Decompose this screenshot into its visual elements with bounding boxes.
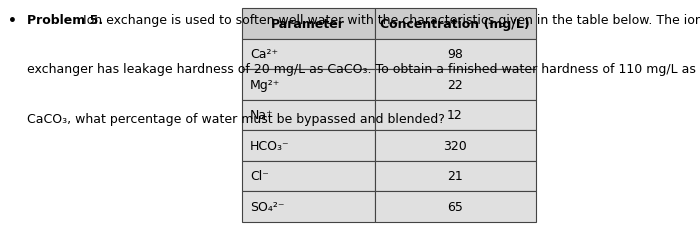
Text: 320: 320 xyxy=(443,139,467,152)
Bar xyxy=(374,161,536,191)
Bar xyxy=(241,191,374,222)
Text: •: • xyxy=(8,14,18,27)
Text: CaCO₃, what percentage of water must be bypassed and blended?: CaCO₃, what percentage of water must be … xyxy=(27,112,444,126)
Text: 21: 21 xyxy=(447,170,463,182)
Bar xyxy=(241,70,374,100)
Text: 22: 22 xyxy=(447,79,463,91)
Bar xyxy=(374,39,536,70)
Text: Ion exchange is used to soften well water with the characteristics given in the : Ion exchange is used to soften well wate… xyxy=(79,14,700,27)
Text: Parameter: Parameter xyxy=(271,18,345,31)
Bar xyxy=(241,130,374,161)
Text: 12: 12 xyxy=(447,109,463,122)
Text: Ca²⁺: Ca²⁺ xyxy=(250,48,278,61)
Text: Problem 5.: Problem 5. xyxy=(27,14,103,27)
Text: 98: 98 xyxy=(447,48,463,61)
Text: Cl⁻: Cl⁻ xyxy=(250,170,269,182)
Bar xyxy=(374,100,536,130)
Bar xyxy=(374,9,536,39)
Bar xyxy=(241,39,374,70)
Bar xyxy=(374,70,536,100)
Bar xyxy=(374,191,536,222)
Bar xyxy=(241,161,374,191)
Text: 65: 65 xyxy=(447,200,463,213)
Text: HCO₃⁻: HCO₃⁻ xyxy=(250,139,290,152)
Text: SO₄²⁻: SO₄²⁻ xyxy=(250,200,284,213)
Text: Na⁺: Na⁺ xyxy=(250,109,274,122)
Text: exchanger has leakage hardness of 20 mg/L as CaCO₃. To obtain a finished water h: exchanger has leakage hardness of 20 mg/… xyxy=(27,63,696,76)
Text: Concentration (mg/L): Concentration (mg/L) xyxy=(380,18,530,31)
Bar xyxy=(241,9,374,39)
Bar xyxy=(374,130,536,161)
Text: Mg²⁺: Mg²⁺ xyxy=(250,79,280,91)
Bar xyxy=(241,100,374,130)
